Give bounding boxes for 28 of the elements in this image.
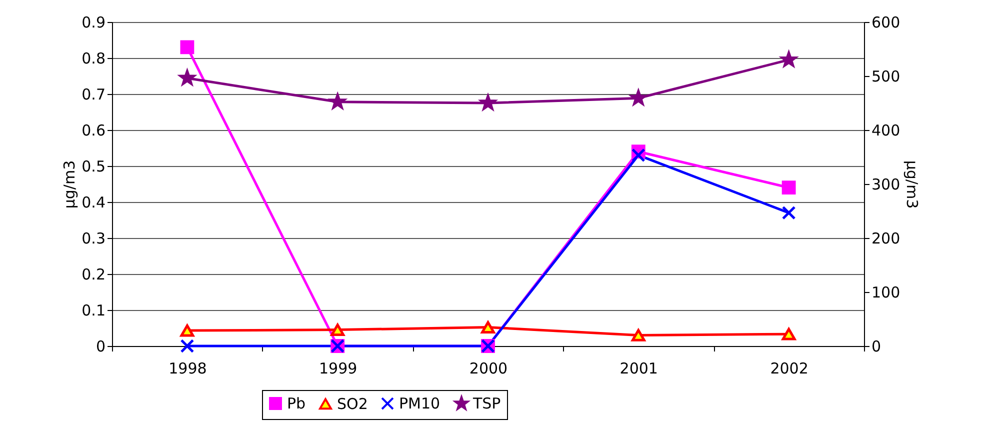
- y-tick-label: 0.3: [82, 230, 106, 248]
- y2-tick-label: 500: [872, 68, 900, 86]
- y2-tick-label: 400: [872, 122, 900, 140]
- legend-label: PM10: [399, 394, 440, 413]
- y-tick-label: 0.1: [82, 302, 106, 320]
- x-tick-label: 1999: [319, 360, 358, 378]
- y-tick-label: 0.6: [82, 122, 106, 140]
- x-tick-label: 1998: [168, 360, 207, 378]
- legend-label: TSP: [472, 394, 501, 413]
- x-tick-label: 2000: [469, 360, 508, 378]
- y-tick-label: 0.4: [82, 194, 106, 212]
- y2-axis-title: μg/m3: [903, 160, 922, 209]
- y2-tick-label: 0: [872, 338, 882, 356]
- y-tick-label: 0.5: [82, 158, 106, 176]
- y-tick-label: 0.7: [82, 86, 106, 104]
- y2-tick-label: 100: [872, 284, 900, 302]
- y2-tick-label: 300: [872, 176, 900, 194]
- x-tick-label: 2002: [770, 360, 808, 378]
- y-axis-title: μg/m3: [60, 160, 79, 209]
- y-tick-label: 0.2: [82, 266, 106, 284]
- legend-label: Pb: [287, 394, 306, 413]
- x-tick-label: 2001: [620, 360, 658, 378]
- y2-tick-label: 200: [872, 230, 900, 248]
- y-tick-label: 0.9: [82, 14, 106, 32]
- y-tick-label: 0.8: [82, 50, 106, 68]
- y-tick-label: 0: [96, 338, 106, 356]
- y2-tick-label: 600: [872, 14, 900, 32]
- legend-label: SO2: [337, 394, 368, 413]
